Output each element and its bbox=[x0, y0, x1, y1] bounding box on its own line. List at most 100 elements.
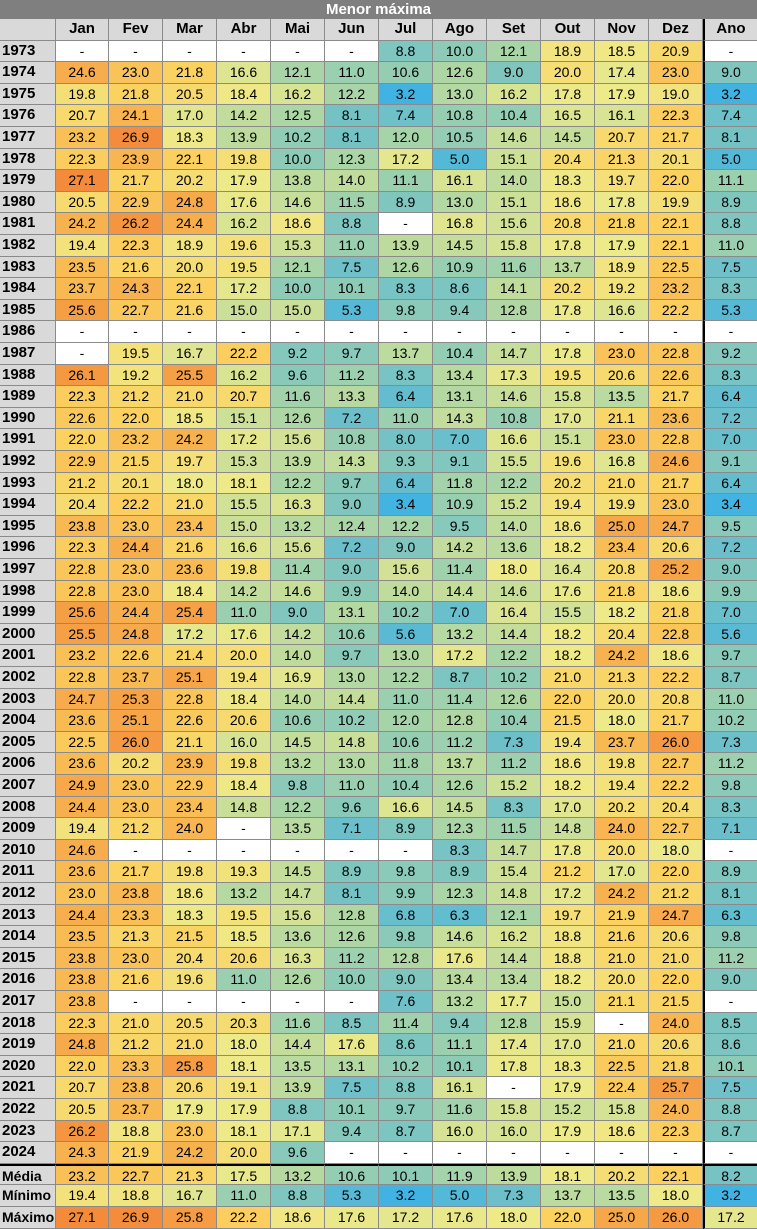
table-cell: 24.6 bbox=[56, 62, 109, 84]
table-cell: 12.2 bbox=[379, 667, 433, 689]
table-cell: 9.6 bbox=[271, 1142, 325, 1164]
row-label-2015: 2015 bbox=[0, 947, 56, 970]
table-cell: 13.5 bbox=[271, 818, 325, 840]
table-cell: 14.6 bbox=[487, 386, 541, 408]
table-cell: 19.2 bbox=[595, 278, 649, 300]
table-cell: 26.0 bbox=[649, 731, 703, 754]
table-cell: 7.0 bbox=[703, 602, 757, 624]
table-cell: 13.4 bbox=[433, 364, 487, 387]
table-cell: - bbox=[163, 991, 217, 1013]
table-cell: 22.3 bbox=[56, 148, 109, 171]
table-cell: 22.3 bbox=[109, 235, 163, 257]
table-cell: 15.0 bbox=[541, 991, 595, 1013]
row-label-1999: 1999 bbox=[0, 602, 56, 624]
summary-cell: 7.3 bbox=[487, 1185, 541, 1207]
table-cell: 7.5 bbox=[703, 1077, 757, 1099]
column-header-nov: Nov bbox=[595, 19, 649, 41]
summary-cell: 17.5 bbox=[217, 1163, 271, 1186]
table-cell: 17.2 bbox=[163, 623, 217, 646]
table-cell: 8.3 bbox=[703, 364, 757, 387]
table-cell: 21.6 bbox=[595, 926, 649, 948]
table-cell: 13.9 bbox=[217, 127, 271, 149]
table-cell: 20.5 bbox=[56, 191, 109, 214]
table-cell: 14.6 bbox=[433, 926, 487, 948]
table-cell: 24.2 bbox=[163, 1142, 217, 1164]
table-cell: 12.6 bbox=[271, 969, 325, 991]
table-cell: - bbox=[325, 40, 379, 63]
table-cell: 13.6 bbox=[271, 926, 325, 948]
table-cell: 20.0 bbox=[595, 969, 649, 991]
table-cell: 8.7 bbox=[703, 667, 757, 689]
table-cell: 25.2 bbox=[649, 559, 703, 581]
table-cell: 10.1 bbox=[703, 1055, 757, 1078]
table-cell: 16.9 bbox=[271, 667, 325, 689]
table-cell: 23.8 bbox=[56, 991, 109, 1013]
table-cell: 7.2 bbox=[703, 537, 757, 559]
table-cell: 15.3 bbox=[271, 235, 325, 257]
table-cell: 25.5 bbox=[56, 623, 109, 646]
table-cell: 24.3 bbox=[109, 278, 163, 300]
table-cell: 13.2 bbox=[433, 623, 487, 646]
table-cell: 11.1 bbox=[433, 1034, 487, 1056]
table-cell: 11.1 bbox=[379, 170, 433, 192]
table-cell: 18.6 bbox=[271, 213, 325, 235]
row-label-2014: 2014 bbox=[0, 926, 56, 948]
table-cell: 10.0 bbox=[433, 40, 487, 63]
table-cell: 21.2 bbox=[541, 861, 595, 883]
table-cell: 20.3 bbox=[217, 1012, 271, 1035]
table-cell: 5.6 bbox=[379, 623, 433, 646]
table-cell: 13.1 bbox=[325, 1055, 379, 1078]
table-cell: 16.4 bbox=[487, 602, 541, 624]
table-cell: 26.0 bbox=[109, 731, 163, 754]
table-cell: 19.4 bbox=[541, 731, 595, 754]
table-cell: 21.3 bbox=[595, 148, 649, 171]
table-cell: 10.2 bbox=[379, 602, 433, 624]
row-label-2021: 2021 bbox=[0, 1077, 56, 1099]
table-cell: 19.8 bbox=[217, 148, 271, 171]
row-label-1983: 1983 bbox=[0, 256, 56, 279]
table-cell: 12.8 bbox=[487, 1012, 541, 1035]
table-cell: - bbox=[217, 839, 271, 862]
table-cell: 10.2 bbox=[271, 127, 325, 149]
table-cell: - bbox=[271, 321, 325, 343]
table-cell: 15.2 bbox=[487, 775, 541, 797]
table-cell: 24.9 bbox=[56, 775, 109, 797]
table-cell: 18.2 bbox=[541, 969, 595, 991]
table-cell: - bbox=[379, 213, 433, 235]
table-cell: 21.1 bbox=[595, 407, 649, 430]
table-cell: 13.1 bbox=[433, 386, 487, 408]
table-cell: 10.0 bbox=[325, 969, 379, 991]
row-label-1991: 1991 bbox=[0, 429, 56, 451]
table-cell: 22.5 bbox=[56, 731, 109, 754]
table-cell: 12.1 bbox=[487, 904, 541, 927]
table-cell: 8.8 bbox=[379, 1077, 433, 1099]
table-cell: 13.9 bbox=[271, 1077, 325, 1099]
table-cell: 17.0 bbox=[541, 407, 595, 430]
summary-cell: 13.2 bbox=[271, 1163, 325, 1186]
table-cell: 17.2 bbox=[433, 645, 487, 667]
table-cell: 12.3 bbox=[325, 148, 379, 171]
table-cell: 15.8 bbox=[487, 1099, 541, 1121]
table-cell: 19.3 bbox=[217, 861, 271, 883]
table-cell: 16.0 bbox=[487, 1120, 541, 1143]
table-cell: 18.9 bbox=[163, 235, 217, 257]
column-header-jan: Jan bbox=[56, 19, 109, 41]
table-cell: 15.2 bbox=[541, 1099, 595, 1121]
table-cell: 18.0 bbox=[163, 472, 217, 495]
table-cell: 14.0 bbox=[271, 645, 325, 667]
table-cell: 17.1 bbox=[271, 1120, 325, 1143]
table-cell: 15.5 bbox=[541, 602, 595, 624]
table-cell: 21.8 bbox=[163, 62, 217, 84]
row-label-1995: 1995 bbox=[0, 515, 56, 538]
table-cell: 6.4 bbox=[703, 472, 757, 495]
table-cell: 14.5 bbox=[541, 127, 595, 149]
table-cell: 9.7 bbox=[325, 645, 379, 667]
table-cell: 22.8 bbox=[56, 559, 109, 581]
table-cell: 24.7 bbox=[56, 688, 109, 711]
table-cell: 19.1 bbox=[217, 1077, 271, 1099]
table-cell: 14.7 bbox=[487, 343, 541, 365]
table-cell: 15.8 bbox=[487, 235, 541, 257]
table-cell: 23.0 bbox=[56, 883, 109, 905]
table-cell: 21.8 bbox=[595, 213, 649, 235]
table-cell: 8.1 bbox=[325, 127, 379, 149]
